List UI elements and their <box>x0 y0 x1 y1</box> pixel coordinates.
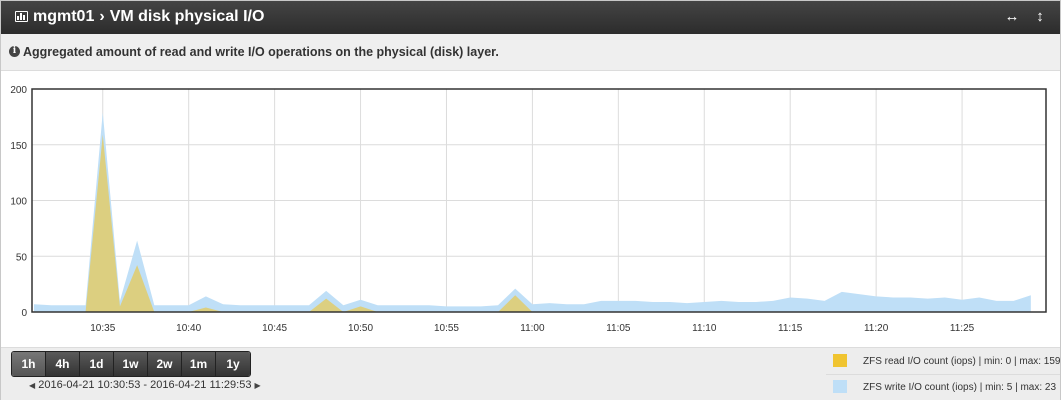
plot-frame <box>31 88 1047 313</box>
y-tick-label: 200 <box>10 85 27 96</box>
chart-area: 0 50 100 150 200 10:35 10:40 10:45 10:50 10:55 11:… <box>1 71 1060 347</box>
next-period-icon[interactable]: ▶ <box>254 381 261 390</box>
time-range-selector: 1h 4h 1d 1w 2w 1m 1y <box>11 351 251 377</box>
previous-period-icon[interactable]: ◀ <box>29 381 36 390</box>
x-tick-label: 10:55 <box>434 323 459 334</box>
range-button-1d[interactable]: 1d <box>80 352 114 376</box>
arrows-horizontal-icon[interactable]: ↔ <box>1004 8 1020 25</box>
graph-title: VM disk physical I/O <box>109 8 265 25</box>
x-tick-label: 11:15 <box>778 323 803 334</box>
x-tick-label: 10:45 <box>262 323 287 334</box>
range-button-1w[interactable]: 1w <box>114 352 148 376</box>
x-tick-label: 10:50 <box>348 323 373 334</box>
breadcrumb-separator: › <box>99 8 105 25</box>
y-tick-label: 0 <box>21 308 27 319</box>
x-tick-label: 11:00 <box>520 323 545 334</box>
info-text: Aggregated amount of read and write I/O … <box>23 45 499 59</box>
host-name: mgmt01 <box>33 8 95 25</box>
info-icon: i <box>9 46 20 57</box>
panel-footer: 1h 4h 1d 1w 2w 1m 1y ◀ 2016-04-21 10:30:53 - 2… <box>1 347 1061 400</box>
io-chart: 0 50 100 150 200 10:35 10:40 10:45 10:50 10:55 11:… <box>10 85 1047 334</box>
range-button-1m[interactable]: 1m <box>182 352 216 376</box>
range-button-4h[interactable]: 4h <box>46 352 80 376</box>
period-navigator: ◀ 2016-04-21 10:30:53 - 2016-04-21 11:29… <box>29 379 261 391</box>
x-tick-label: 11:05 <box>606 323 631 334</box>
legend-label-read: ZFS read I/O count (iops) | min: 0 | max… <box>863 356 1061 367</box>
legend-divider <box>826 374 1060 375</box>
y-tick-label: 100 <box>10 197 27 208</box>
x-tick-label: 11:20 <box>864 323 889 334</box>
range-button-1h[interactable]: 1h <box>12 352 46 376</box>
legend-label-write: ZFS write I/O count (iops) | min: 5 | ma… <box>863 382 1057 393</box>
x-tick-label: 10:35 <box>90 323 115 334</box>
range-button-1y[interactable]: 1y <box>216 352 250 376</box>
x-tick-label: 11:10 <box>692 323 717 334</box>
panel-title: mgmt01 › VM disk physical I/O <box>33 8 264 26</box>
legend-swatch-write <box>833 380 847 393</box>
y-tick-label: 50 <box>16 252 28 263</box>
info-bar: i Aggregated amount of read and write I/… <box>1 34 1060 71</box>
arrows-vertical-icon[interactable]: ↕ <box>1036 8 1044 25</box>
period-text: 2016-04-21 10:30:53 - 2016-04-21 11:29:5… <box>38 379 252 391</box>
x-tick-label: 11:25 <box>950 323 975 334</box>
bar-chart-icon <box>15 11 28 22</box>
x-tick-label: 10:40 <box>176 323 201 334</box>
y-tick-label: 150 <box>10 141 27 152</box>
legend-swatch-read <box>833 354 847 367</box>
panel-header: mgmt01 › VM disk physical I/O ↔ ↕ <box>1 1 1060 34</box>
range-button-2w[interactable]: 2w <box>148 352 182 376</box>
series-area-read <box>34 134 1031 312</box>
